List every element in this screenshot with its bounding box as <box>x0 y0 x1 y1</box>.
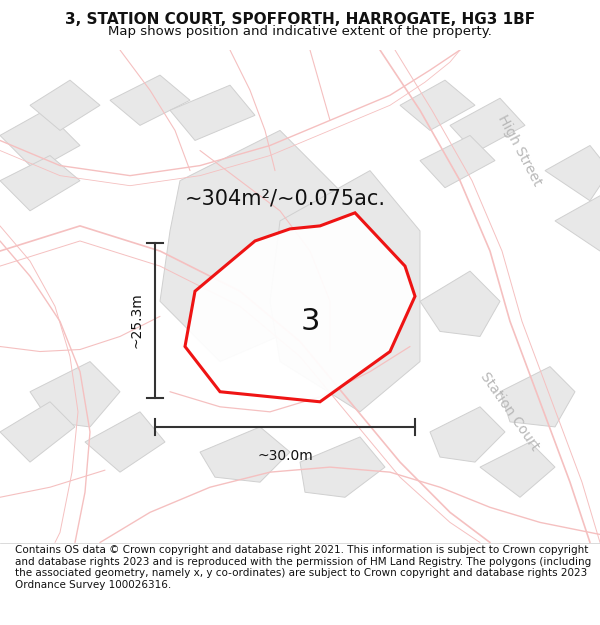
Polygon shape <box>30 362 120 427</box>
Polygon shape <box>30 80 100 131</box>
Polygon shape <box>200 427 290 483</box>
Polygon shape <box>480 442 555 498</box>
Polygon shape <box>85 412 165 472</box>
Polygon shape <box>420 136 495 188</box>
Text: Contains OS data © Crown copyright and database right 2021. This information is : Contains OS data © Crown copyright and d… <box>15 545 591 590</box>
Polygon shape <box>500 367 575 427</box>
Text: 3: 3 <box>300 307 320 336</box>
Polygon shape <box>170 85 255 141</box>
Polygon shape <box>110 75 190 126</box>
Polygon shape <box>545 146 600 201</box>
Polygon shape <box>270 171 420 412</box>
Text: Station Court: Station Court <box>478 370 542 454</box>
Text: ~304m²/~0.075ac.: ~304m²/~0.075ac. <box>185 189 386 209</box>
Polygon shape <box>555 196 600 251</box>
Polygon shape <box>160 131 340 362</box>
Text: High Street: High Street <box>496 112 545 189</box>
Text: ~30.0m: ~30.0m <box>257 449 313 463</box>
Polygon shape <box>300 437 385 498</box>
Text: Map shows position and indicative extent of the property.: Map shows position and indicative extent… <box>108 24 492 38</box>
Polygon shape <box>0 402 75 462</box>
Polygon shape <box>0 156 80 211</box>
Polygon shape <box>185 213 415 402</box>
Polygon shape <box>450 98 525 152</box>
Polygon shape <box>0 110 80 171</box>
Polygon shape <box>430 407 505 462</box>
Text: 3, STATION COURT, SPOFFORTH, HARROGATE, HG3 1BF: 3, STATION COURT, SPOFFORTH, HARROGATE, … <box>65 12 535 28</box>
Polygon shape <box>420 271 500 336</box>
Polygon shape <box>400 80 475 131</box>
Text: ~25.3m: ~25.3m <box>129 292 143 348</box>
